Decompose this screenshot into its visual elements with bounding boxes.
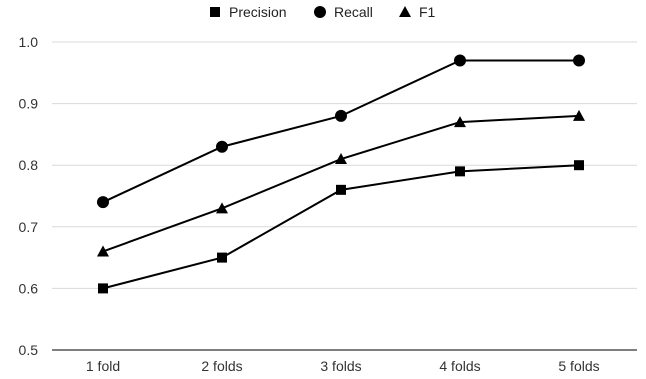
y-axis-tick-labels: 0.5 0.6 0.7 0.8 0.9 1.0 xyxy=(19,34,39,358)
series-precision xyxy=(98,160,584,294)
legend-item-precision: Precision xyxy=(210,4,287,20)
precision-point xyxy=(98,283,108,294)
recall-point xyxy=(216,140,228,153)
legend-marker-recall xyxy=(314,6,326,18)
legend-marker-f1 xyxy=(399,6,411,17)
f1-point xyxy=(97,245,109,257)
legend-label-recall: Recall xyxy=(334,4,373,20)
recall-point xyxy=(97,196,109,209)
precision-point xyxy=(574,160,584,171)
series-recall xyxy=(97,54,585,209)
legend-item-recall: Recall xyxy=(314,4,373,20)
recall-point xyxy=(573,54,585,67)
x-tick-label: 3 folds xyxy=(320,358,361,374)
precision-point xyxy=(217,252,227,263)
x-tick-label: 5 folds xyxy=(558,358,599,374)
f1-point xyxy=(335,153,347,165)
x-tick-label: 1 fold xyxy=(86,358,120,374)
x-tick-label: 4 folds xyxy=(439,358,480,374)
x-axis: 1 fold 2 folds 3 folds 4 folds 5 folds xyxy=(52,349,637,374)
recall-point xyxy=(335,109,347,122)
gridlines xyxy=(52,41,637,289)
y-tick-label: 1.0 xyxy=(19,34,39,50)
series-f1 xyxy=(97,109,585,257)
x-tick-label: 2 folds xyxy=(201,358,242,374)
y-tick-label: 0.9 xyxy=(19,96,39,112)
f1-point xyxy=(216,202,228,214)
y-tick-label: 0.8 xyxy=(19,157,39,173)
recall-point xyxy=(454,54,466,67)
f1-point xyxy=(573,109,585,121)
y-tick-label: 0.5 xyxy=(19,342,39,358)
legend-label-precision: Precision xyxy=(229,4,287,20)
precision-point xyxy=(336,184,346,195)
series-line-recall xyxy=(102,59,579,204)
legend-marker-precision xyxy=(210,7,220,17)
y-tick-label: 0.7 xyxy=(19,219,39,235)
precision-point xyxy=(455,166,465,177)
legend: Precision Recall F1 xyxy=(210,4,436,20)
series-line-f1 xyxy=(102,114,580,253)
f1-point xyxy=(454,116,466,128)
legend-label-f1: F1 xyxy=(419,4,436,20)
series-group xyxy=(97,54,585,294)
legend-item-f1: F1 xyxy=(399,4,436,20)
y-tick-label: 0.6 xyxy=(19,280,39,296)
